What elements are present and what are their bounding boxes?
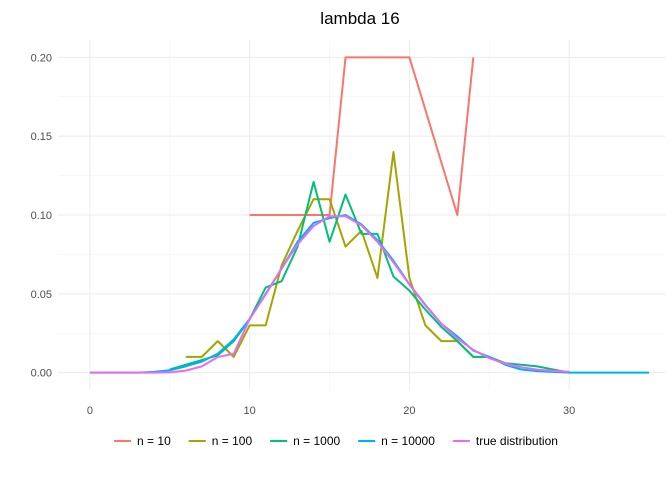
y-tick-label: 0.05 bbox=[31, 289, 52, 301]
y-tick-label: 0.00 bbox=[31, 368, 52, 380]
x-tick-label: 0 bbox=[87, 405, 93, 417]
legend-label: n = 100 bbox=[212, 434, 253, 448]
x-tick-labels: 0 10 20 30 bbox=[87, 405, 575, 417]
legend-label: n = 10 bbox=[137, 434, 171, 448]
chart-title: lambda 16 bbox=[320, 9, 399, 28]
y-tick-label: 0.20 bbox=[31, 52, 52, 64]
y-tick-label: 0.15 bbox=[31, 131, 52, 143]
legend: n = 10 n = 100 n = 1000 n = 10000 true distr… bbox=[114, 434, 558, 448]
series-layer bbox=[89, 56, 650, 374]
legend-label: true distribution bbox=[476, 434, 558, 448]
x-tick-label: 30 bbox=[563, 405, 575, 417]
legend-label: n = 1000 bbox=[293, 434, 340, 448]
grid-major bbox=[58, 40, 665, 390]
series-line-2 bbox=[185, 150, 490, 358]
y-tick-label: 0.10 bbox=[31, 210, 52, 222]
x-tick-label: 10 bbox=[244, 405, 256, 417]
series-line-5 bbox=[89, 215, 570, 374]
x-tick-label: 20 bbox=[403, 405, 415, 417]
legend-label: n = 10000 bbox=[381, 434, 435, 448]
series-line-1 bbox=[249, 56, 475, 216]
y-tick-labels: 0.00 0.05 0.10 0.15 0.20 bbox=[31, 52, 52, 379]
